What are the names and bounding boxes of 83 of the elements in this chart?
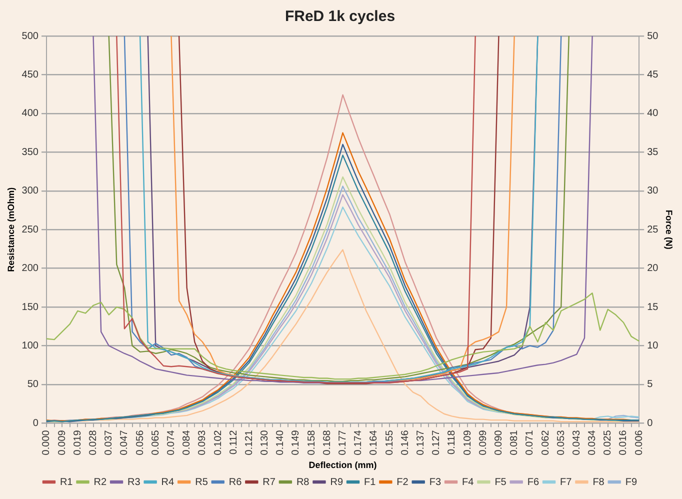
- y2-tick-label: 25: [647, 224, 659, 236]
- x-tick-label: 0.056: [134, 430, 146, 456]
- legend-label: R9: [330, 476, 344, 488]
- x-tick-label: 0.000: [41, 430, 52, 456]
- y-tick-label: 300: [22, 186, 39, 197]
- x-tick-label: 0.074: [166, 430, 177, 456]
- x-tick-label: 0.093: [197, 430, 208, 456]
- y2-tick-label: 45: [647, 69, 659, 80]
- y2-tick-label: 15: [647, 302, 659, 313]
- y-tick-label: 200: [22, 263, 39, 274]
- legend-label: F9: [625, 476, 638, 488]
- x-tick-label: 0.109: [462, 430, 474, 456]
- x-tick-label: 0.037: [104, 430, 115, 456]
- legend-label: F2: [396, 476, 409, 488]
- x-tick-label: 0.112: [228, 430, 240, 454]
- x-tick-label: 0.099: [478, 430, 489, 456]
- y2-axis-title: Force (N): [664, 210, 674, 250]
- legend-label: R6: [228, 476, 242, 488]
- x-tick-label: 0.155: [384, 430, 396, 456]
- y-tick-label: 500: [22, 30, 39, 42]
- x-tick-label: 0.034: [587, 430, 598, 456]
- x-axis-title: Deflection (mm): [308, 460, 377, 470]
- x-tick-label: 0.118: [446, 430, 458, 454]
- x-tick-label: 0.016: [618, 430, 630, 456]
- legend-label: F1: [364, 476, 376, 488]
- x-tick-label: 0.137: [416, 430, 427, 456]
- x-tick-label: 0.174: [353, 430, 364, 456]
- legend-label: F5: [494, 476, 507, 488]
- y2-tick-label: 35: [647, 146, 659, 158]
- x-tick-label: 0.102: [212, 430, 224, 456]
- y2-tick-label: 30: [647, 186, 659, 197]
- legend-label: F6: [527, 476, 540, 488]
- legend-label: F4: [462, 476, 474, 488]
- y-tick-label: 100: [22, 340, 39, 352]
- x-tick-label: 0.084: [182, 430, 193, 456]
- x-tick-label: 0.177: [338, 430, 349, 456]
- y2-tick-label: 10: [647, 340, 659, 352]
- x-tick-label: 0.149: [290, 430, 302, 456]
- y2-tick-label: 40: [647, 108, 659, 120]
- x-tick-label: 0.028: [88, 430, 100, 456]
- x-tick-label: 0.164: [368, 430, 380, 456]
- x-tick-label: 0.130: [260, 430, 271, 456]
- x-tick-label: 0.071: [524, 430, 536, 456]
- y-tick-label: 0: [32, 418, 39, 429]
- x-tick-label: 0.140: [275, 430, 286, 456]
- legend-label: R4: [161, 476, 175, 488]
- legend-label: R2: [94, 476, 107, 488]
- x-tick-label: 0.146: [400, 430, 411, 456]
- x-tick-label: 0.127: [431, 430, 442, 456]
- y-tick-label: 250: [22, 224, 39, 236]
- x-tick-label: 0.121: [244, 430, 255, 456]
- x-tick-label: 0.025: [602, 430, 614, 456]
- y-tick-label: 350: [22, 146, 39, 158]
- x-tick-label: 0.006: [634, 430, 645, 456]
- x-tick-label: 0.047: [119, 430, 130, 456]
- y-tick-label: 150: [22, 302, 39, 313]
- legend-label: R1: [60, 476, 74, 488]
- legend-label: F3: [429, 476, 442, 488]
- legend-label: R7: [262, 476, 276, 488]
- y-axis-title: Resistance (mOhm): [6, 187, 16, 272]
- y2-tick-label: 20: [647, 263, 659, 274]
- y-tick-label: 50: [27, 379, 39, 390]
- legend-label: R5: [195, 476, 208, 488]
- x-tick-label: 0.168: [322, 430, 333, 456]
- x-tick-label: 0.019: [72, 430, 84, 456]
- y-tick-label: 450: [22, 69, 39, 80]
- x-tick-label: 0.090: [493, 430, 504, 456]
- legend-label: R3: [128, 476, 141, 488]
- chart-title: FReD 1k cycles: [284, 8, 396, 26]
- y2-tick-label: 5: [647, 379, 654, 390]
- x-tick-label: 0.053: [556, 430, 567, 456]
- x-tick-label: 0.065: [150, 430, 162, 456]
- x-tick-label: 0.081: [509, 430, 520, 456]
- y-tick-label: 400: [22, 108, 39, 120]
- x-tick-label: 0.158: [306, 430, 318, 456]
- x-tick-label: 0.009: [56, 430, 68, 456]
- y2-tick-label: 0: [647, 418, 654, 429]
- legend-label: F7: [560, 476, 572, 488]
- x-tick-label: 0.062: [540, 430, 552, 456]
- legend-label: R8: [296, 476, 310, 488]
- y2-tick-label: 50: [647, 30, 659, 42]
- legend-label: F8: [592, 476, 605, 488]
- x-tick-label: 0.043: [571, 430, 582, 456]
